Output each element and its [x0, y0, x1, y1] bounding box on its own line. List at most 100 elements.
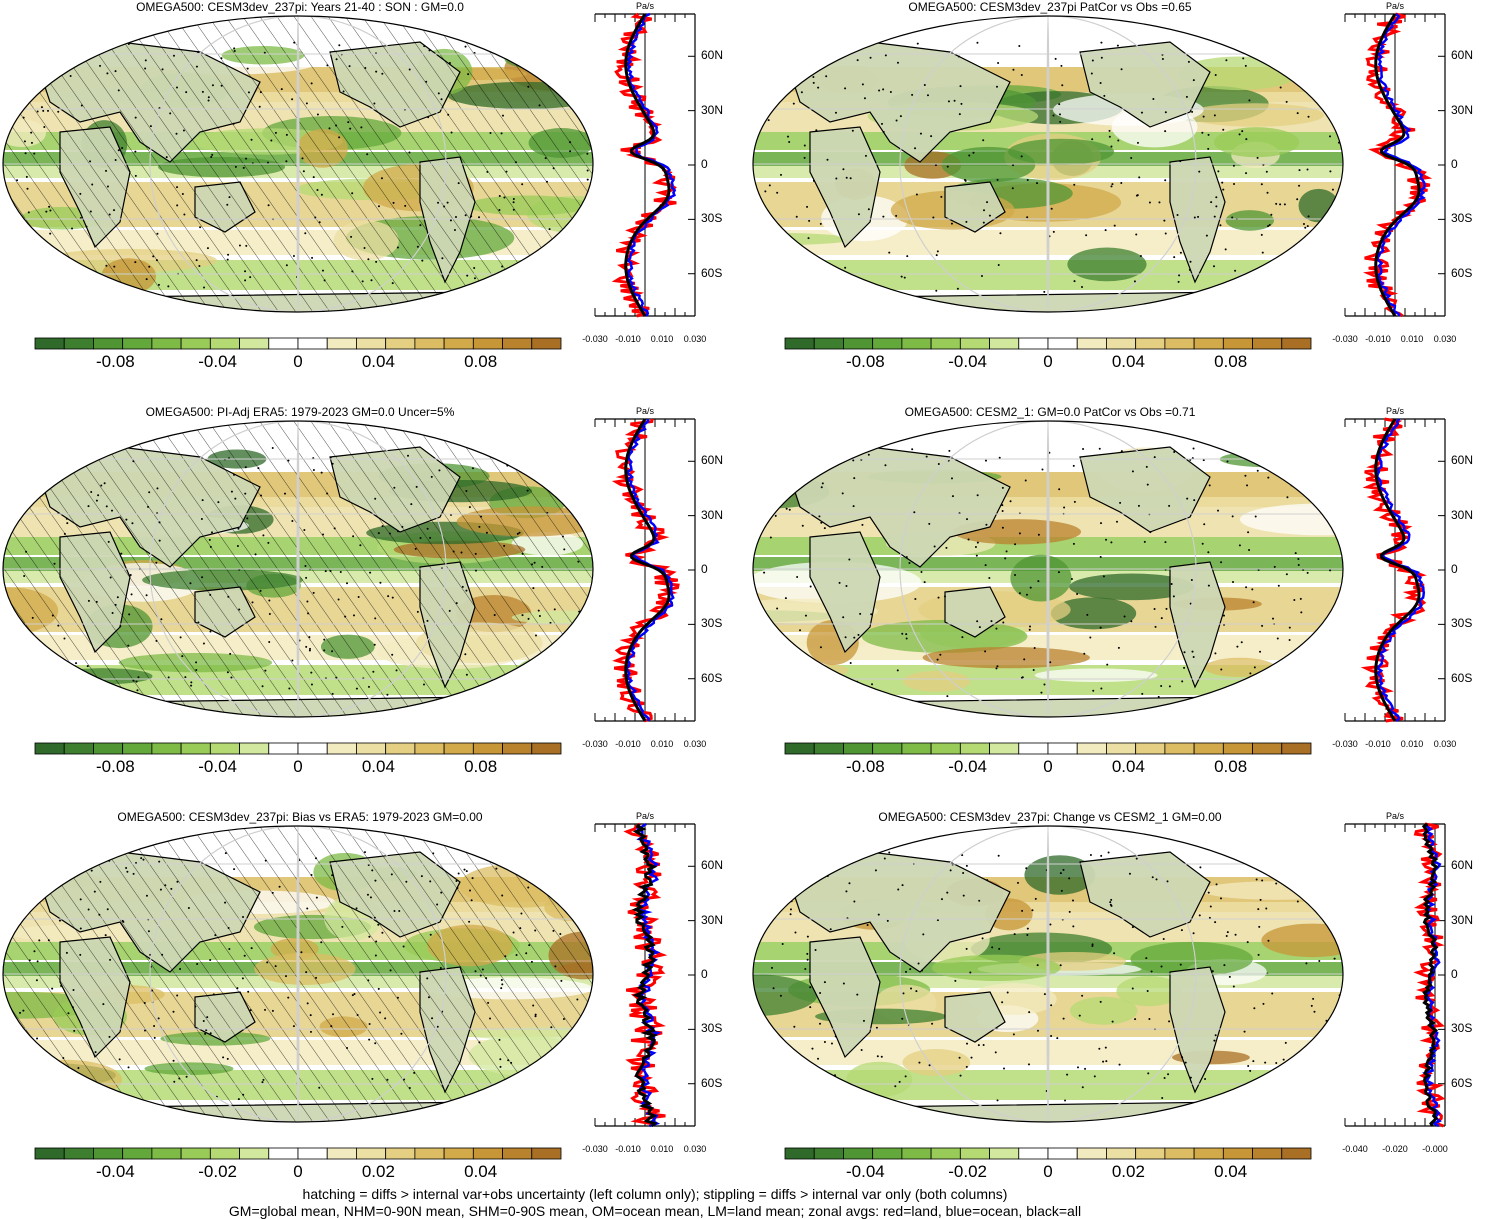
- profile-x-tick-label: -0.030: [1332, 334, 1358, 344]
- colorbar-swatch: [1193, 1147, 1224, 1160]
- colorbar-swatch: [813, 337, 844, 350]
- colorbar-swatch: [930, 1147, 961, 1160]
- colorbar-tick-label: 0.08: [1214, 352, 1248, 371]
- colorbar-swatch: [151, 1147, 182, 1160]
- colorbar-swatch: [443, 1147, 474, 1160]
- profile-x-tick-label: -0.020: [1382, 1144, 1408, 1154]
- colorbar-tick-label: 0.04: [464, 1162, 498, 1181]
- colorbar-swatch: [959, 742, 990, 755]
- colorbar-tick-label: -0.02: [948, 1162, 987, 1181]
- colorbar-swatch: [472, 742, 503, 755]
- colorbar-swatch: [326, 1147, 357, 1160]
- colorbar-swatch: [443, 742, 474, 755]
- colorbar-swatch: [356, 337, 387, 350]
- profile-x-tick-label: -0.010: [615, 739, 641, 749]
- colorbar-swatch: [1164, 337, 1195, 350]
- colorbar-swatch: [502, 742, 533, 755]
- profile-lat-label: 60S: [1451, 265, 1473, 280]
- colorbar-swatch: [180, 742, 211, 755]
- profile-x-tick-label: -0.000: [1422, 1144, 1448, 1154]
- colorbar-swatch: [1106, 337, 1137, 350]
- colorbar-swatch: [326, 337, 357, 350]
- colorbar-tick-label: 0: [1043, 757, 1053, 776]
- colorbar-swatch: [843, 742, 874, 755]
- colorbar-swatch: [180, 1147, 211, 1160]
- colorbar-tick-label: 0.08: [464, 757, 498, 776]
- colorbar-swatch: [209, 742, 240, 755]
- world-map: [2, 825, 594, 1123]
- profile-x-tick-label: 0.030: [683, 334, 707, 344]
- colorbar-swatch: [63, 742, 94, 755]
- colorbar-tick-label: 0.08: [1214, 757, 1248, 776]
- profile-x-tick-label: 0.030: [683, 739, 707, 749]
- colorbar-swatch: [901, 1147, 932, 1160]
- colorbar-swatch: [326, 742, 357, 755]
- zonal-mean-profile: Pa/s: [1344, 811, 1446, 1128]
- colorbar-swatch: [1164, 1147, 1195, 1160]
- colorbar-swatch: [1135, 337, 1166, 350]
- colorbar: [784, 1147, 1312, 1160]
- profile-line-land: [611, 418, 680, 723]
- profile-line-all: [1421, 822, 1439, 1127]
- profile-line-all: [624, 13, 671, 317]
- colorbar: [784, 337, 1312, 350]
- profile-unit: Pa/s: [1386, 1, 1405, 11]
- profile-lat-label: 60S: [701, 265, 723, 280]
- world-map: [752, 15, 1344, 313]
- profile-unit: Pa/s: [636, 406, 655, 416]
- profile-lat-label: 60S: [1451, 1075, 1473, 1090]
- profile-lat-label: 0: [701, 157, 708, 171]
- colorbar-tick-label: 0: [1043, 1162, 1053, 1181]
- colorbar-swatch: [1076, 337, 1107, 350]
- colorbar-swatch: [472, 1147, 503, 1160]
- colorbar-tick-label: 0.02: [1111, 1162, 1145, 1181]
- colorbar-swatch: [414, 337, 445, 350]
- profile-line-all: [1374, 418, 1421, 722]
- colorbar-swatch: [1018, 337, 1049, 350]
- profile-lat-label: 0: [1451, 157, 1458, 171]
- profile-unit: Pa/s: [1386, 811, 1405, 821]
- colorbar-tick-label: 0: [293, 757, 303, 776]
- footer-note-legend: GM=global mean, NHM=0-90N mean, SHM=0-90…: [228, 1203, 1082, 1219]
- profile-unit: Pa/s: [636, 811, 655, 821]
- colorbar: [784, 742, 1312, 755]
- colorbar-swatch: [1076, 742, 1107, 755]
- colorbar-swatch: [239, 742, 270, 755]
- profile-line-all: [1374, 13, 1421, 317]
- colorbar-swatch: [385, 337, 416, 350]
- colorbar-swatch: [1018, 1147, 1049, 1160]
- colorbar-swatch: [93, 1147, 124, 1160]
- colorbar-swatch: [443, 337, 474, 350]
- world-map: [2, 420, 594, 718]
- colorbar-swatch: [784, 1147, 815, 1160]
- colorbar-swatch: [1281, 1147, 1312, 1160]
- panel-title: OMEGA500: CESM3dev_237pi: Years 21-40 : …: [136, 0, 464, 14]
- colorbar-swatch: [414, 742, 445, 755]
- profile-lat-label: 30S: [1451, 211, 1473, 226]
- colorbar-tick-label: 0.04: [1111, 352, 1145, 371]
- colorbar-swatch: [122, 1147, 153, 1160]
- profile-lat-label: 0: [1451, 967, 1458, 981]
- profile-lat-label: 30N: [1451, 912, 1474, 927]
- profile-lat-label: 60S: [701, 1075, 723, 1090]
- colorbar-swatch: [93, 337, 124, 350]
- profile-lat-label: 60S: [1451, 670, 1473, 685]
- colorbar-swatch: [268, 337, 299, 350]
- colorbar-tick-label: 0.04: [1214, 1162, 1248, 1181]
- colorbar-swatch: [414, 1147, 445, 1160]
- profile-lat-label: 30S: [1451, 1021, 1473, 1036]
- profile-lat-label: 60N: [1451, 453, 1474, 468]
- profile-line-ocean: [625, 418, 675, 722]
- profile-lat-label: 60N: [1451, 48, 1474, 63]
- profile-line-all: [631, 823, 659, 1128]
- colorbar-swatch: [502, 337, 533, 350]
- profile-lat-label: 60N: [701, 453, 724, 468]
- colorbar-swatch: [239, 1147, 270, 1160]
- colorbar-swatch: [930, 742, 961, 755]
- footer-note-hatching: hatching = diffs > internal var+obs unce…: [302, 1186, 1008, 1202]
- profile-lat-label: 30S: [1451, 616, 1473, 631]
- colorbar-swatch: [989, 1147, 1020, 1160]
- colorbar-tick-label: -0.04: [948, 352, 987, 371]
- zonal-mean-profile: Pa/s: [1344, 1, 1446, 318]
- world-map: [752, 420, 1344, 718]
